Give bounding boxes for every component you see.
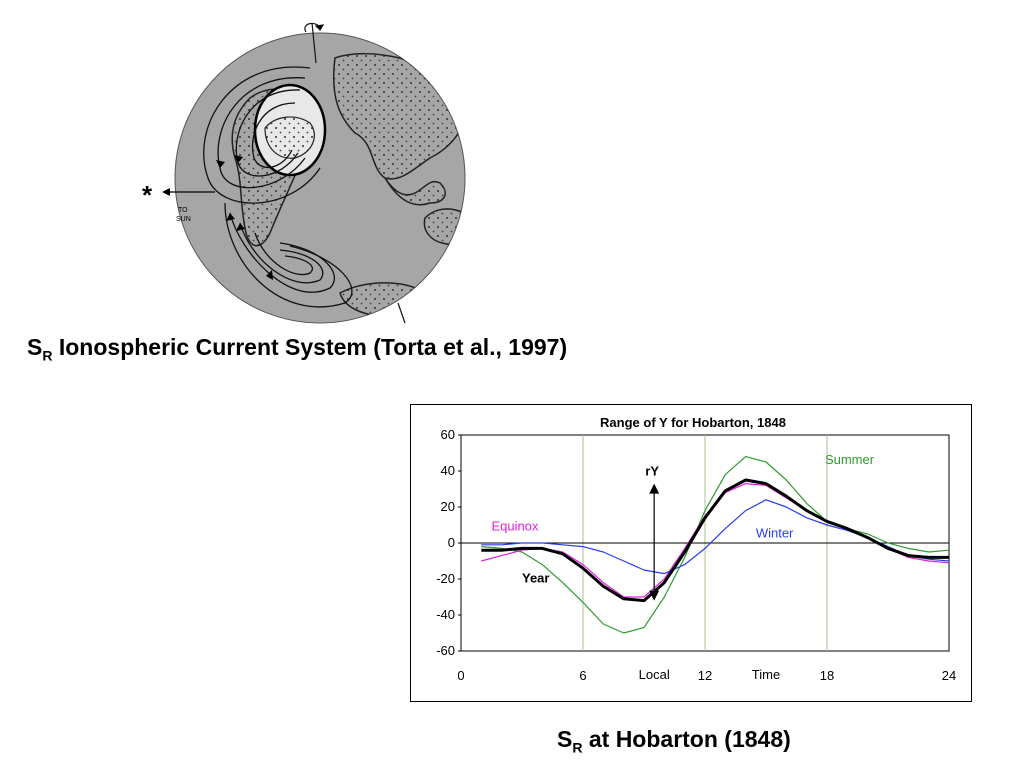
y-tick--20: -20 xyxy=(436,571,455,586)
sun-arrowhead xyxy=(162,188,170,196)
x-tick-18: 18 xyxy=(820,668,834,683)
globe-bottom-tick xyxy=(397,302,406,324)
y-tick-0: 0 xyxy=(448,535,455,550)
series-summer xyxy=(481,456,950,634)
y-tick-60: 60 xyxy=(441,427,455,442)
loop-arrowheads xyxy=(216,155,273,280)
rotation-axis xyxy=(304,22,325,64)
caption-bottom-subscript: R xyxy=(572,739,583,756)
caption-top-subscript: R xyxy=(42,347,53,364)
label-year: Year xyxy=(522,571,549,586)
x-label-local: Local xyxy=(639,667,670,682)
caption-bottom-rest: at Hobarton (1848) xyxy=(582,726,791,752)
label-summer: Summer xyxy=(825,452,875,467)
caption-hobarton: SR at Hobarton (1848) xyxy=(557,726,791,756)
x-label-time: Time xyxy=(752,667,780,682)
y-tick-20: 20 xyxy=(441,499,455,514)
to-sun-label-line2: SUN xyxy=(176,216,191,223)
ry-arrowhead-down xyxy=(649,590,660,601)
label-winter: Winter xyxy=(756,526,794,541)
x-tick-24: 24 xyxy=(942,668,956,683)
y-tick-labels: 60 40 20 0 -20 -40 -60 xyxy=(436,427,461,658)
ry-annotation: rY xyxy=(645,464,659,601)
x-tick-6: 6 xyxy=(579,668,586,683)
y-tick--40: -40 xyxy=(436,607,455,622)
caption-bottom-main: S xyxy=(557,726,573,752)
x-tick-0: 0 xyxy=(457,668,464,683)
polar-land xyxy=(264,116,315,159)
current-loops-south xyxy=(224,202,353,308)
sun-star: * xyxy=(142,180,153,210)
hobarton-chart: Range of Y for Hobarton, 1848 6040200-20… xyxy=(436,415,956,683)
caption-top-rest: Ionospheric Current System (Torta et al.… xyxy=(52,334,568,360)
y-tick-40: 40 xyxy=(441,463,455,478)
caption-top-main: S xyxy=(27,334,43,360)
ry-label: rY xyxy=(645,464,659,479)
to-sun-label-line1: TO xyxy=(178,207,188,214)
caption-ionospheric-current: SR Ionospheric Current System (Torta et … xyxy=(27,334,567,364)
continent-india-seasia xyxy=(384,177,446,206)
series-lines xyxy=(481,456,950,634)
series-year xyxy=(481,478,949,603)
hobarton-chart-panel: Range of Y for Hobarton, 1848 60 40 20 0 -20… xyxy=(410,404,972,702)
y-tick--60: -60 xyxy=(436,643,455,658)
series-labels: Summer Equinox Winter Year xyxy=(492,452,875,586)
ry-arrowhead-up xyxy=(649,483,660,494)
continent-australia xyxy=(423,208,465,245)
x-tick-labels: 0 6 12 18 24 xyxy=(457,668,956,683)
globe-current-system-figure: * TO SUN xyxy=(142,22,466,324)
x-tick-12: 12 xyxy=(698,668,712,683)
chart-title: Range of Y for Hobarton, 1848 xyxy=(600,415,786,430)
label-equinox: Equinox xyxy=(492,518,539,533)
